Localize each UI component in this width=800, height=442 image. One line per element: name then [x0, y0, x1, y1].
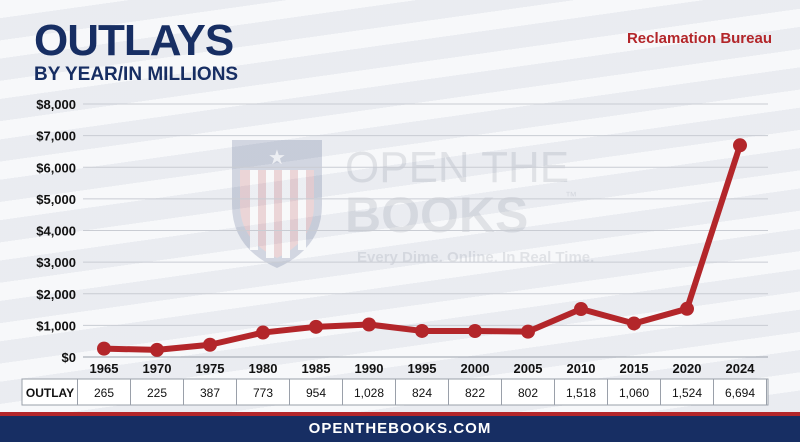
x-tick-label: 2024 — [726, 361, 756, 376]
x-tick-label: 2005 — [514, 361, 543, 376]
table-row-label: OUTLAY — [26, 386, 74, 400]
watermark-tm: ™ — [565, 189, 577, 203]
table-cell-value: 773 — [253, 386, 273, 400]
x-tick-label: 1970 — [143, 361, 172, 376]
outlay-table: OUTLAY 265 225 387 773 954 1,028 824 822 802 1,518… — [21, 378, 769, 406]
chart-title: OUTLAYS — [34, 16, 234, 65]
y-axis: $0 $1,000 $2,000 $3,000 $4,000 $5,000 $6,000 $7… — [36, 97, 76, 365]
data-point — [256, 325, 270, 340]
data-point — [203, 337, 217, 352]
data-point — [468, 324, 482, 339]
y-tick-label: $1,000 — [36, 318, 76, 333]
table-cell-value: 225 — [147, 386, 167, 400]
shield-icon — [232, 140, 322, 268]
table-cell-value: 954 — [306, 386, 326, 400]
y-tick-label: $7,000 — [36, 129, 76, 144]
table-cell-value: 1,518 — [566, 386, 596, 400]
y-tick-label: $5,000 — [36, 192, 76, 207]
data-point — [309, 319, 323, 334]
x-tick-label: 1965 — [90, 361, 119, 376]
x-tick-label: 1980 — [249, 361, 278, 376]
y-tick-label: $8,000 — [36, 97, 76, 112]
table-cell-value: 1,524 — [672, 386, 702, 400]
table-cell-value: 265 — [94, 386, 114, 400]
data-point — [362, 317, 376, 332]
chart-subtitle: BY YEAR/IN MILLIONS — [34, 64, 239, 85]
table-cell-value: 822 — [465, 386, 485, 400]
agency-label: Reclamation Bureau — [626, 30, 772, 47]
footer-site-link[interactable]: OPENTHEBOOKS.COM — [308, 420, 492, 437]
x-tick-label: 1985 — [302, 361, 331, 376]
x-tick-label: 1975 — [196, 361, 225, 376]
watermark-line2: BOOKS — [345, 187, 528, 243]
table-cell-value: 1,028 — [354, 386, 384, 400]
data-point — [150, 342, 164, 357]
table-cell-value: 824 — [412, 386, 432, 400]
series-layer — [97, 138, 747, 357]
x-tick-label: 2015 — [620, 361, 649, 376]
x-axis: 1965 1970 1975 1980 1985 1990 1995 2000 2005 2010… — [90, 361, 756, 376]
y-tick-label: $6,000 — [36, 160, 76, 175]
y-tick-label: $3,000 — [36, 255, 76, 270]
y-tick-label: $2,000 — [36, 287, 76, 302]
data-point — [97, 341, 111, 356]
y-tick-label: $4,000 — [36, 224, 76, 239]
outlays-line-chart: ★ OPEN THE BOOKS ™ Every Dime. Online. I… — [21, 97, 769, 406]
table-cell-value: 387 — [200, 386, 220, 400]
grid-lines — [83, 103, 768, 358]
x-tick-label: 2010 — [567, 361, 596, 376]
table-cell-value: 802 — [518, 386, 538, 400]
footer-band — [0, 412, 800, 442]
svg-text:★: ★ — [268, 145, 286, 169]
x-tick-label: 1990 — [355, 361, 384, 376]
data-point — [415, 323, 429, 338]
table-cell-value: 1,060 — [619, 386, 649, 400]
data-point — [574, 301, 588, 316]
data-point — [521, 324, 535, 339]
data-point — [627, 316, 641, 331]
open-the-books-watermark: ★ OPEN THE BOOKS ™ Every Dime. Online. I… — [232, 140, 594, 268]
watermark-tagline: Every Dime. Online. In Real Time. — [357, 249, 594, 266]
y-tick-label: $0 — [62, 350, 76, 365]
table-cell-value: 6,694 — [725, 386, 755, 400]
x-tick-label: 2000 — [461, 361, 490, 376]
x-tick-label: 2020 — [673, 361, 702, 376]
data-point — [680, 301, 694, 316]
x-tick-label: 1995 — [408, 361, 437, 376]
data-point — [733, 138, 747, 153]
